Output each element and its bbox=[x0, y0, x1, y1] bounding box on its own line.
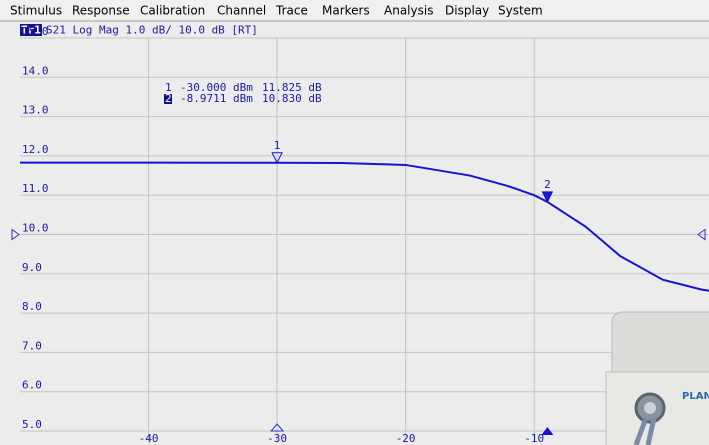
y-tick-label: 14.0 bbox=[22, 64, 49, 77]
menu-item[interactable]: Calibration bbox=[140, 4, 205, 18]
x-tick-label: -40 bbox=[139, 432, 159, 445]
y-tick-label: 8.0 bbox=[22, 300, 42, 313]
marker-triangle[interactable] bbox=[271, 152, 283, 164]
menu-item[interactable]: Analysis bbox=[384, 4, 433, 18]
marker-table-y: 11.825 dB bbox=[262, 81, 322, 94]
y-tick-label: 11.0 bbox=[22, 182, 49, 195]
y-tick-label: 7.0 bbox=[22, 339, 42, 352]
device-cable bbox=[633, 417, 657, 445]
marker-triangle[interactable] bbox=[541, 191, 554, 203]
marker-table-name: 2 bbox=[165, 92, 172, 105]
marker-table-y: 10.830 dB bbox=[262, 92, 322, 105]
menu-item[interactable]: Trace bbox=[275, 4, 308, 18]
marker-table-x: -30.000 dBm bbox=[180, 81, 253, 94]
ref-marker-right bbox=[697, 228, 706, 241]
y-tick-label: 13.0 bbox=[22, 104, 49, 117]
marker-table-x: -8.9711 dBm bbox=[180, 92, 253, 105]
device-label: PLAN bbox=[682, 391, 709, 402]
y-tick-label: 6.0 bbox=[22, 379, 42, 392]
menu-item[interactable]: Markers bbox=[322, 4, 370, 18]
menu-item[interactable]: Response bbox=[72, 4, 130, 18]
active-marker-box bbox=[164, 94, 172, 104]
y-tick-label: 10.0 bbox=[22, 222, 49, 235]
device-port-inner bbox=[644, 402, 656, 414]
y-tick-label: 9.0 bbox=[22, 261, 42, 274]
marker-table-name: 1 bbox=[165, 81, 172, 94]
ref-marker-left bbox=[11, 228, 20, 241]
x-tick-label: -20 bbox=[396, 432, 416, 445]
stimulus-marker-2 bbox=[541, 427, 554, 435]
menu-item[interactable]: Stimulus bbox=[10, 4, 62, 18]
trace-id[interactable]: Tr1 bbox=[21, 24, 41, 37]
x-tick-label: -10 bbox=[524, 432, 544, 445]
menu-item[interactable]: System bbox=[498, 4, 543, 18]
y-tick-label: 12.0 bbox=[22, 143, 49, 156]
menu-item[interactable]: Channel bbox=[217, 4, 266, 18]
stimulus-marker-1 bbox=[270, 423, 285, 432]
y-tick-label: 15.0 bbox=[22, 25, 49, 38]
y-tick-label: 5.0 bbox=[22, 418, 42, 431]
menu-item[interactable]: Display bbox=[445, 4, 489, 18]
marker-number: 2 bbox=[544, 178, 551, 191]
trace-badge[interactable] bbox=[20, 24, 42, 36]
menu-bar bbox=[0, 0, 709, 21]
x-tick-label: -30 bbox=[267, 432, 287, 445]
trace-header: S21 Log Mag 1.0 dB/ 10.0 dB [RT] bbox=[46, 24, 258, 37]
marker-number: 1 bbox=[274, 139, 281, 152]
trace-line bbox=[20, 161, 709, 292]
